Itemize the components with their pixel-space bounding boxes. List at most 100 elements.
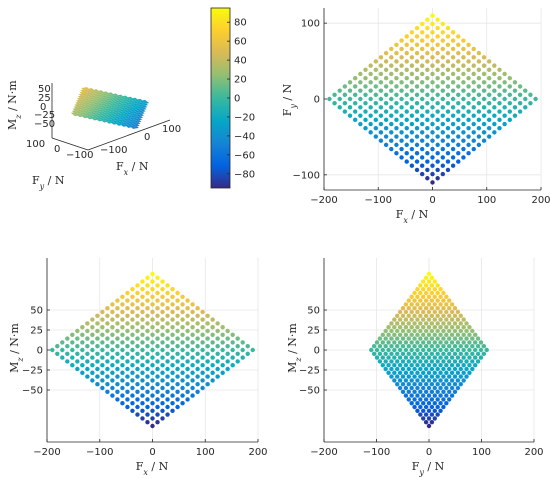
surface3d-facet: [86, 113, 92, 116]
fx-mz-point: [230, 363, 235, 368]
fx-mz-point: [120, 401, 125, 406]
fx-fy-point: [419, 80, 425, 85]
fx-mz-point: [155, 366, 160, 372]
fy-mz-point: [467, 332, 472, 337]
fx-fy-point: [435, 109, 440, 114]
surface3d-facet: [100, 99, 105, 102]
fx-mz-point: [180, 309, 185, 315]
fx-mz-point: [145, 306, 150, 311]
fx-fy-point: [425, 59, 430, 64]
surface3d-facet: [90, 103, 96, 106]
fx-mz-y-tick-label: 50: [30, 306, 43, 317]
surface3d-facet: [90, 108, 96, 111]
surface3d-facet: [86, 100, 92, 103]
surface3d-facet: [101, 114, 107, 117]
fx-mz-point: [140, 408, 145, 413]
fx-mz-point: [130, 317, 135, 322]
fx-mz-point: [175, 321, 180, 326]
surface3d-facet: [133, 101, 139, 104]
fx-mz-point: [175, 382, 180, 387]
surface3d-facet: [113, 99, 119, 102]
fx-mz-point: [100, 385, 105, 391]
fy-mz-point: [435, 283, 440, 288]
fx-mz-point: [105, 389, 110, 394]
fx-fy-point: [456, 42, 461, 47]
fy-mz-point: [441, 344, 446, 349]
fy-mz-point: [470, 359, 475, 364]
fy-mz-point: [432, 340, 437, 345]
fx-fy-point: [466, 84, 471, 89]
fx-mz-point: [125, 344, 130, 349]
fx-fy-point: [481, 71, 487, 77]
fx-fy-point: [425, 50, 430, 56]
fx-mz-point: [120, 294, 125, 299]
fx-mz-point: [150, 332, 155, 337]
fy-mz-point: [452, 321, 458, 326]
fx-fy-point: [456, 34, 461, 39]
surface3d-facet: [88, 107, 94, 110]
fy-mz-point: [423, 313, 429, 318]
fx-fy-point: [399, 80, 404, 85]
fx-fy-point: [352, 117, 358, 123]
fy-mz-point: [403, 378, 409, 383]
fx-mz-point: [140, 287, 145, 292]
fx-mz-point: [185, 351, 190, 356]
surface3d-facet: [100, 116, 106, 119]
fy-mz-y-tick-label: 0: [314, 346, 320, 357]
fx-fy-point: [419, 71, 425, 77]
fx-mz-point: [75, 359, 80, 364]
fx-mz-point: [170, 294, 175, 299]
surface3d-facet: [84, 104, 90, 107]
surface3d-facet: [80, 89, 86, 92]
fy-mz-point: [395, 374, 400, 379]
surface3d-facet: [81, 112, 87, 115]
fy-mz-point: [447, 366, 452, 372]
fy-mz-point: [429, 404, 435, 410]
colorbar-tick-label: 40: [234, 56, 247, 67]
fx-mz-point: [155, 275, 160, 280]
surface3d-facet: [90, 91, 95, 94]
fy-mz-point: [449, 302, 455, 307]
fy-mz-point: [409, 370, 414, 375]
fx-mz-point: [130, 355, 135, 360]
fx-mz-point: [95, 336, 100, 341]
fy-mz-point: [447, 374, 452, 379]
fy-mz-point: [473, 332, 478, 337]
surface3d-facet: [78, 107, 84, 110]
fx-mz-point: [195, 336, 200, 341]
fx-fy-point: [419, 96, 425, 102]
surface3d-facet: [77, 109, 83, 112]
fy-mz-point: [389, 328, 394, 334]
surface3d-facet: [85, 102, 91, 105]
fx-mz-point: [55, 351, 60, 356]
fx-mz-point: [205, 359, 210, 364]
fy-mz-point: [406, 397, 411, 402]
fy-mz-point: [464, 374, 469, 379]
surface3d-facet: [92, 112, 97, 115]
surface3d-facet: [107, 119, 113, 122]
fy-mz-point: [441, 397, 446, 402]
fx-mz-point: [200, 309, 205, 315]
fx-mz-point: [200, 370, 205, 375]
fx-mz-point: [75, 351, 80, 356]
fy-mz-point: [423, 351, 429, 356]
fx-mz-point: [140, 401, 145, 406]
fx-fy-point: [430, 63, 435, 68]
fy-mz-point: [432, 279, 437, 284]
surface3d-facet: [103, 91, 109, 94]
fx-mz-point: [245, 351, 250, 356]
fx-mz-point: [105, 336, 110, 341]
surface3d-facet: [109, 96, 115, 99]
surface3d-facet: [123, 101, 128, 104]
fx-mz-point: [135, 283, 140, 288]
fx-mz-point: [135, 313, 140, 318]
fy-mz-point: [429, 290, 435, 296]
surface3d-facet: [102, 106, 108, 109]
fy-mz-point: [403, 317, 409, 322]
fx-fy-point: [466, 142, 471, 148]
fx-fy-point: [450, 55, 456, 60]
fy-mz-point: [421, 370, 426, 375]
fy-mz-point: [423, 389, 429, 394]
fx-mz-point: [115, 389, 120, 394]
fx-mz-point: [150, 325, 155, 330]
